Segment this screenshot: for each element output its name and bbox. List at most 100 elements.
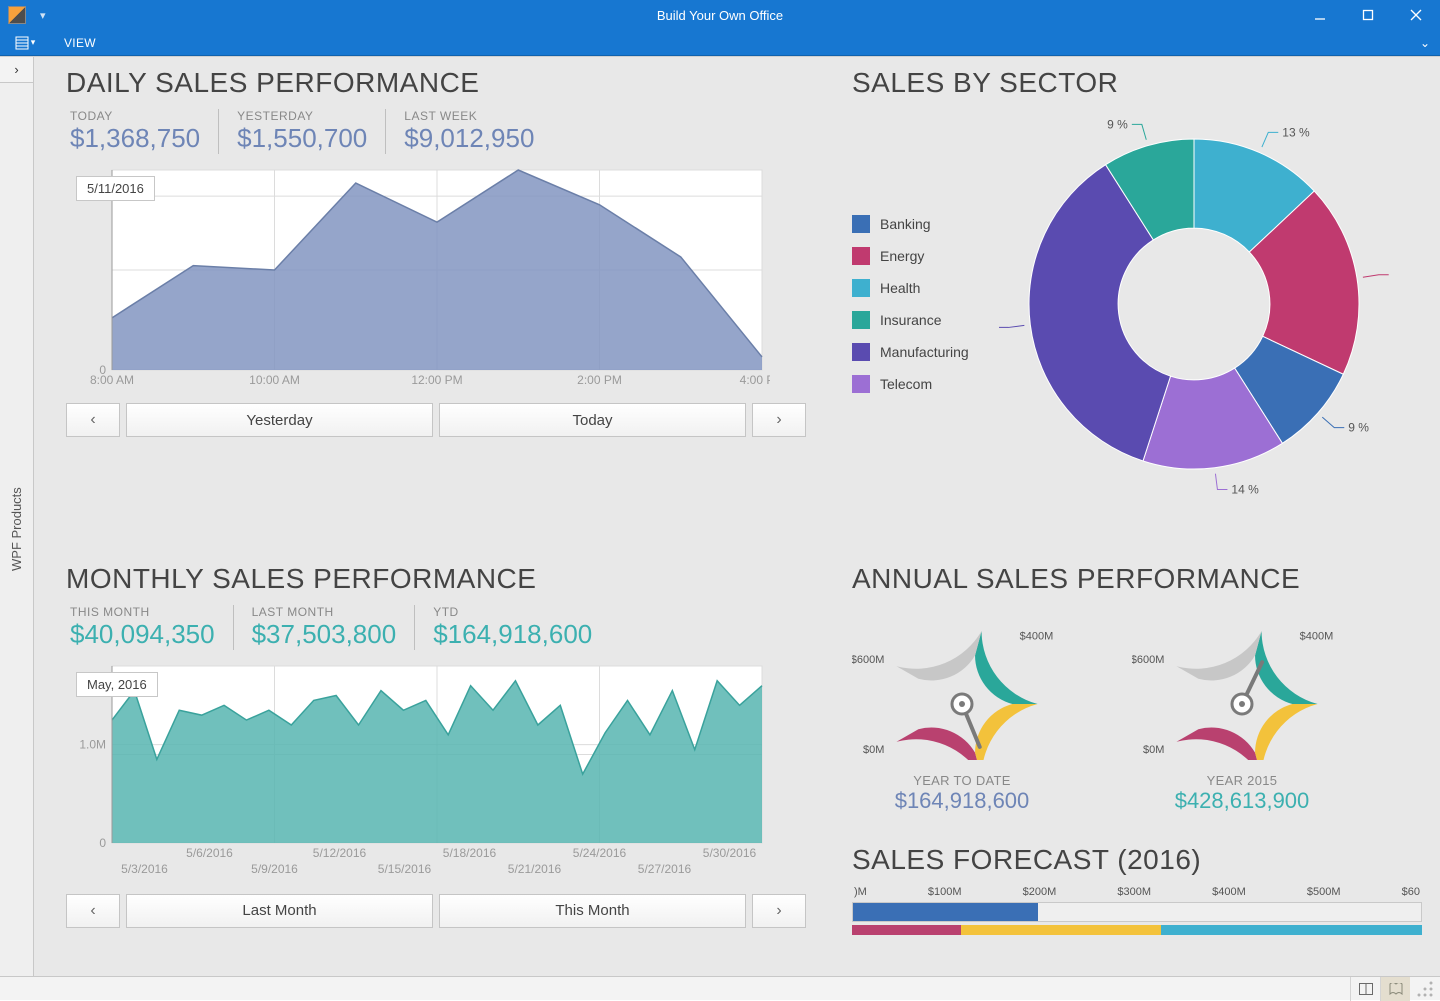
svg-text:0: 0 xyxy=(99,836,106,850)
legend-item-energy[interactable]: Energy xyxy=(852,247,969,265)
dashboard: DAILY SALES PERFORMANCE TODAY$1,368,750 … xyxy=(34,57,1440,976)
daily-stat-value-2: $9,012,950 xyxy=(404,123,534,154)
maximize-button[interactable] xyxy=(1344,0,1392,30)
daily-chart[interactable]: 00.2M8:00 AM10:00 AM12:00 PM2:00 PM4:00 … xyxy=(66,164,806,397)
sector-title: SALES BY SECTOR xyxy=(852,67,1422,99)
daily-pager: ‹ Yesterday Today › xyxy=(66,403,806,437)
legend-label: Energy xyxy=(880,248,924,264)
gauge-caption: YEAR TO DATE xyxy=(852,773,1072,788)
forecast-tick: $200M xyxy=(1023,886,1057,898)
forecast-tick: $400M xyxy=(1212,886,1246,898)
forecast-title: SALES FORECAST (2016) xyxy=(852,844,1422,876)
monthly-tooltip: May, 2016 xyxy=(76,672,158,697)
daily-stat-label-2: LAST WEEK xyxy=(404,109,534,123)
monthly-chart[interactable]: 01.0M5/6/20165/12/20165/18/20165/24/2016… xyxy=(66,660,806,888)
gauge-0: $0M$200M$400M$600M YEAR TO DATE$164,918,6… xyxy=(852,605,1072,814)
annual-panel: ANNUAL SALES PERFORMANCE $0M$200M$400M$6… xyxy=(852,563,1422,969)
svg-text:13 %: 13 % xyxy=(1282,125,1310,139)
sector-donut-chart[interactable]: 13 %19 %9 %14 %36 %9 % xyxy=(999,109,1389,499)
legend-swatch xyxy=(852,247,870,265)
svg-text:5/12/2016: 5/12/2016 xyxy=(313,846,367,860)
chevron-right-icon: › xyxy=(14,62,18,77)
svg-text:2:00 PM: 2:00 PM xyxy=(577,373,622,387)
forecast-tick: )M xyxy=(854,886,867,898)
close-button[interactable] xyxy=(1392,0,1440,30)
gauge-caption: YEAR 2015 xyxy=(1132,773,1352,788)
monthly-stat-value-1: $37,503,800 xyxy=(252,619,397,650)
legend-label: Health xyxy=(880,280,920,296)
svg-text:5/27/2016: 5/27/2016 xyxy=(638,862,692,876)
ribbon-expand-icon[interactable]: ⌄ xyxy=(1410,36,1440,50)
daily-stat-value-0: $1,368,750 xyxy=(70,123,200,154)
gauge-chart[interactable]: $0M$200M$400M$600M xyxy=(1132,605,1352,760)
monthly-stats: THIS MONTH$40,094,350 LAST MONTH$37,503,… xyxy=(66,605,806,650)
monthly-prev-button[interactable]: ‹ xyxy=(66,894,120,928)
daily-today-button[interactable]: Today xyxy=(439,403,746,437)
svg-text:1.0M: 1.0M xyxy=(79,737,106,751)
svg-text:5/30/2016: 5/30/2016 xyxy=(703,846,757,860)
legend-item-banking[interactable]: Banking xyxy=(852,215,969,233)
gauge-1: $0M$200M$400M$600MYEAR 2015$428,613,900 xyxy=(1132,605,1352,814)
daily-prev-button[interactable]: ‹ xyxy=(66,403,120,437)
ribbon-bar: ▾ VIEW ⌄ xyxy=(0,30,1440,56)
monthly-thismonth-button[interactable]: This Month xyxy=(439,894,746,928)
monthly-stat-label-1: LAST MONTH xyxy=(252,605,397,619)
statusbar xyxy=(0,976,1440,1000)
forecast-axis: )M$100M$200M$300M$400M$500M$60 xyxy=(854,886,1420,898)
monthly-pager: ‹ Last Month This Month › xyxy=(66,894,806,928)
app-icon xyxy=(8,6,26,24)
svg-text:9 %: 9 % xyxy=(1348,421,1369,435)
workspace: › WPF Products DAILY SALES PERFORMANCE T… xyxy=(0,56,1440,976)
forecast-bar-ranges xyxy=(852,925,1422,935)
resize-grip[interactable] xyxy=(1410,977,1440,1001)
monthly-lastmonth-button[interactable]: Last Month xyxy=(126,894,433,928)
svg-text:$600M: $600M xyxy=(852,654,884,666)
monthly-stat-value-2: $164,918,600 xyxy=(433,619,592,650)
legend-item-health[interactable]: Health xyxy=(852,279,969,297)
svg-text:12:00 PM: 12:00 PM xyxy=(411,373,462,387)
minimize-button[interactable] xyxy=(1296,0,1344,30)
daily-next-button[interactable]: › xyxy=(752,403,806,437)
forecast-segment xyxy=(852,925,961,935)
statusbar-view1-button[interactable] xyxy=(1350,977,1380,1001)
monthly-stat-label-2: YTD xyxy=(433,605,592,619)
legend-item-manufacturing[interactable]: Manufacturing xyxy=(852,343,969,361)
daily-stats: TODAY$1,368,750 YESTERDAY$1,550,700 LAST… xyxy=(66,109,806,154)
forecast-tick: $60 xyxy=(1402,886,1420,898)
legend-swatch xyxy=(852,279,870,297)
monthly-next-button[interactable]: › xyxy=(752,894,806,928)
gauge-value: $164,918,600 xyxy=(852,788,1072,814)
svg-text:$600M: $600M xyxy=(1132,654,1164,666)
qat-dropdown-icon[interactable]: ▾ xyxy=(40,9,46,22)
legend-swatch xyxy=(852,215,870,233)
daily-stat-label-1: YESTERDAY xyxy=(237,109,367,123)
legend-item-insurance[interactable]: Insurance xyxy=(852,311,969,329)
statusbar-view2-button[interactable] xyxy=(1380,977,1410,1001)
daily-sales-panel: DAILY SALES PERFORMANCE TODAY$1,368,750 … xyxy=(66,67,806,533)
svg-text:8:00 AM: 8:00 AM xyxy=(90,373,134,387)
daily-stat-value-1: $1,550,700 xyxy=(237,123,367,154)
rail-expand-button[interactable]: › xyxy=(0,57,33,83)
daily-title: DAILY SALES PERFORMANCE xyxy=(66,67,806,99)
daily-yesterday-button[interactable]: Yesterday xyxy=(126,403,433,437)
svg-text:10:00 AM: 10:00 AM xyxy=(249,373,300,387)
svg-text:5/21/2016: 5/21/2016 xyxy=(508,862,562,876)
ribbon-tab-view[interactable]: VIEW xyxy=(50,30,110,55)
forecast-bar-actual[interactable] xyxy=(852,902,1422,922)
window-title: Build Your Own Office xyxy=(0,8,1440,23)
sector-legend: Banking Energy Health Insurance Manufacturin… xyxy=(852,215,969,393)
gauge-chart[interactable]: $0M$200M$400M$600M xyxy=(852,605,1072,760)
svg-text:$0M: $0M xyxy=(1143,743,1164,755)
forecast-segment xyxy=(961,925,1161,935)
ribbon-file-button[interactable]: ▾ xyxy=(0,36,50,50)
svg-text:$400M: $400M xyxy=(1300,630,1334,642)
svg-text:5/3/2016: 5/3/2016 xyxy=(121,862,168,876)
legend-label: Manufacturing xyxy=(880,344,969,360)
rail-tab-wpf-products[interactable]: WPF Products xyxy=(0,83,33,976)
svg-text:4:00 PM: 4:00 PM xyxy=(740,373,770,387)
svg-text:5/24/2016: 5/24/2016 xyxy=(573,846,627,860)
legend-swatch xyxy=(852,343,870,361)
legend-item-telecom[interactable]: Telecom xyxy=(852,375,969,393)
left-rail: › WPF Products xyxy=(0,57,34,976)
resize-grip-icon xyxy=(1416,980,1434,998)
